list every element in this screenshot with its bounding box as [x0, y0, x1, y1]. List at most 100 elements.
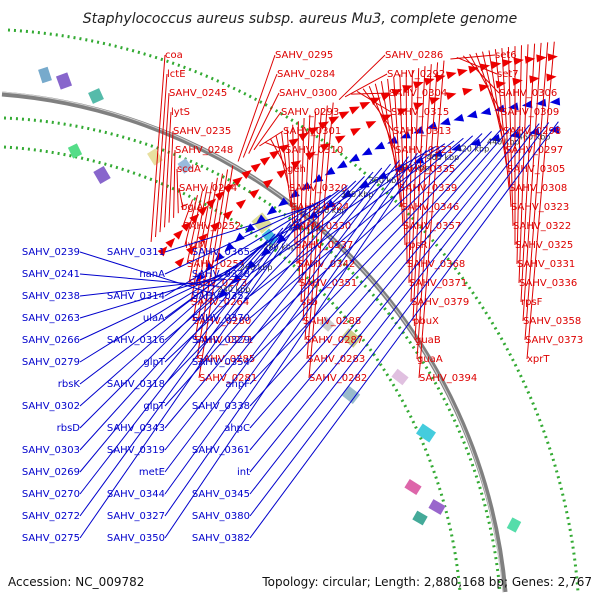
- gene-label: SAHV_0286: [385, 50, 443, 61]
- gene-leader-line: [79, 251, 213, 294]
- gene-label: SAHV_0287: [305, 335, 363, 346]
- reverse-gene-labels: SAHV_0239 SAHV_0241 SAHV_0238 SAHV_0263 SAHV…: [22, 121, 559, 544]
- gene-label: SAHV_0293: [281, 107, 339, 118]
- gene-label: SAHV_0295: [275, 50, 333, 61]
- gene-label: SAHV_0350: [107, 533, 165, 544]
- gene-leader-line: [164, 180, 357, 363]
- gene-leader-line: [249, 125, 521, 451]
- gene-label: nanA: [139, 269, 165, 280]
- gene-label: SAHV_0284: [277, 69, 335, 80]
- gene-leader-line: [79, 245, 261, 407]
- gene-leader-line: [518, 44, 529, 284]
- gene-leader-line: [184, 194, 198, 246]
- gene-leader-line: [249, 124, 530, 473]
- gene-label: SAHV_0325: [515, 240, 573, 251]
- gene-leader-line: [192, 177, 218, 322]
- gene-label: SAHV_0324: [291, 202, 349, 213]
- gene-leader-line: [286, 128, 294, 227]
- gene-label: SAHV_0343: [107, 423, 165, 434]
- gene-label: SAHV_0361: [192, 445, 250, 456]
- gene-leader-line: [269, 138, 288, 170]
- accession-text: Accession: NC_009782: [8, 575, 144, 589]
- gene-label: SAHV_0264: [191, 297, 249, 308]
- gene-label: SAHV_0310: [285, 145, 343, 156]
- gene-label: ssb: [301, 297, 318, 308]
- gene-leader-line: [249, 122, 550, 517]
- gene-label: SAHV_0368: [407, 259, 465, 270]
- gene-leader-line: [164, 189, 340, 319]
- gene-leader-line: [155, 73, 168, 238]
- gene-label: geh: [287, 164, 306, 175]
- gene-label: rbsK: [58, 379, 81, 390]
- gene-leader-line: [164, 152, 418, 517]
- tick-label: 460 kbp: [518, 132, 551, 141]
- gene-label: int: [237, 467, 250, 478]
- gene-leader-line: [164, 149, 427, 539]
- gene-leader-line: [242, 73, 278, 158]
- gene-label: SAHV_0331: [517, 259, 575, 270]
- gene-leader-line: [249, 127, 511, 429]
- gene-label: SAHV_0269: [22, 467, 80, 478]
- gene-label: SAHV_0279: [22, 357, 80, 368]
- gene-label: SAHV_0244: [179, 183, 237, 194]
- gene-label: guaA: [417, 354, 443, 365]
- gene-label: SAHV_0245: [169, 88, 227, 99]
- gene-leader-line: [259, 130, 284, 147]
- gene-leader-line: [180, 203, 189, 208]
- gene-leader-line: [249, 131, 492, 385]
- gene-label: SAHV_0263: [22, 313, 80, 324]
- gene-leader-line: [164, 199, 323, 275]
- gene-label: SAHV_0365: [192, 247, 250, 258]
- gene-label: SAHV_0338: [192, 401, 250, 412]
- gene-leader-line: [292, 124, 296, 246]
- genome-backbone: [1, 91, 508, 593]
- gene-label: SAHV_0344: [107, 489, 165, 500]
- gene-label: guaB: [415, 335, 441, 346]
- gene-leader-line: [188, 186, 208, 284]
- gene-label: rbsD: [57, 423, 81, 434]
- gene-label: SAHV_0358: [523, 316, 581, 327]
- gene-label: SAHV_0379: [411, 297, 469, 308]
- gene-leader-line: [249, 121, 559, 539]
- gene-leader-line: [275, 134, 290, 189]
- tick-label: 280 kbp: [263, 243, 296, 252]
- gene-leader-line: [164, 163, 391, 451]
- gene-leader-line: [79, 272, 233, 319]
- gene-leader-line: [520, 43, 536, 303]
- gene-leader-line: [412, 66, 426, 322]
- gene-leader-line: [194, 173, 223, 341]
- gene-blocks-track: [38, 66, 522, 533]
- gene-label: SAHV_0301: [283, 126, 341, 137]
- gene-label: SAHV_0248: [175, 145, 233, 156]
- gene-leader-line: [351, 92, 390, 95]
- gene-label: SAHV_0351: [299, 278, 357, 289]
- gene-leader-line: [414, 64, 432, 341]
- gene-label: SAHV_0282: [309, 373, 367, 384]
- tick-label: 340 kbp: [341, 190, 374, 199]
- gene-label: SAHV_0303: [22, 445, 80, 456]
- gene-leader-line: [298, 117, 305, 284]
- gene-label: SAHV_0309: [501, 107, 559, 118]
- gene-label: SAHV_0292: [387, 69, 445, 80]
- gene-leader-line: [296, 121, 299, 265]
- gene-leader-line: [173, 149, 176, 218]
- gene-label: glpT: [143, 357, 165, 368]
- gene-leader-line: [488, 50, 508, 170]
- gene-label: SAHV_0283: [307, 354, 365, 365]
- gene-leader-line: [516, 45, 522, 265]
- gene-leader-line: [387, 78, 402, 208]
- gene-leader-line: [249, 143, 446, 275]
- gene-leader-line: [237, 54, 276, 162]
- gene-leader-line: [79, 258, 247, 363]
- gene-leader-line: [456, 56, 498, 75]
- gene-leader-line: [344, 73, 388, 98]
- gene-label: SAHV_0352: [192, 291, 250, 302]
- gene-label: SAHV_0308: [509, 183, 567, 194]
- gene-label: metE: [139, 467, 165, 478]
- gene-leader-line: [356, 90, 392, 113]
- tick-label: 400 kbp: [427, 153, 460, 162]
- forward-gene-labels: coa lctE SAHV_0245 lytS SAHV_0235 SAHV_0248sc…: [150, 41, 583, 384]
- gene-label: SAHV_0354: [192, 357, 250, 368]
- gene-label: SAHV_0252: [183, 221, 241, 232]
